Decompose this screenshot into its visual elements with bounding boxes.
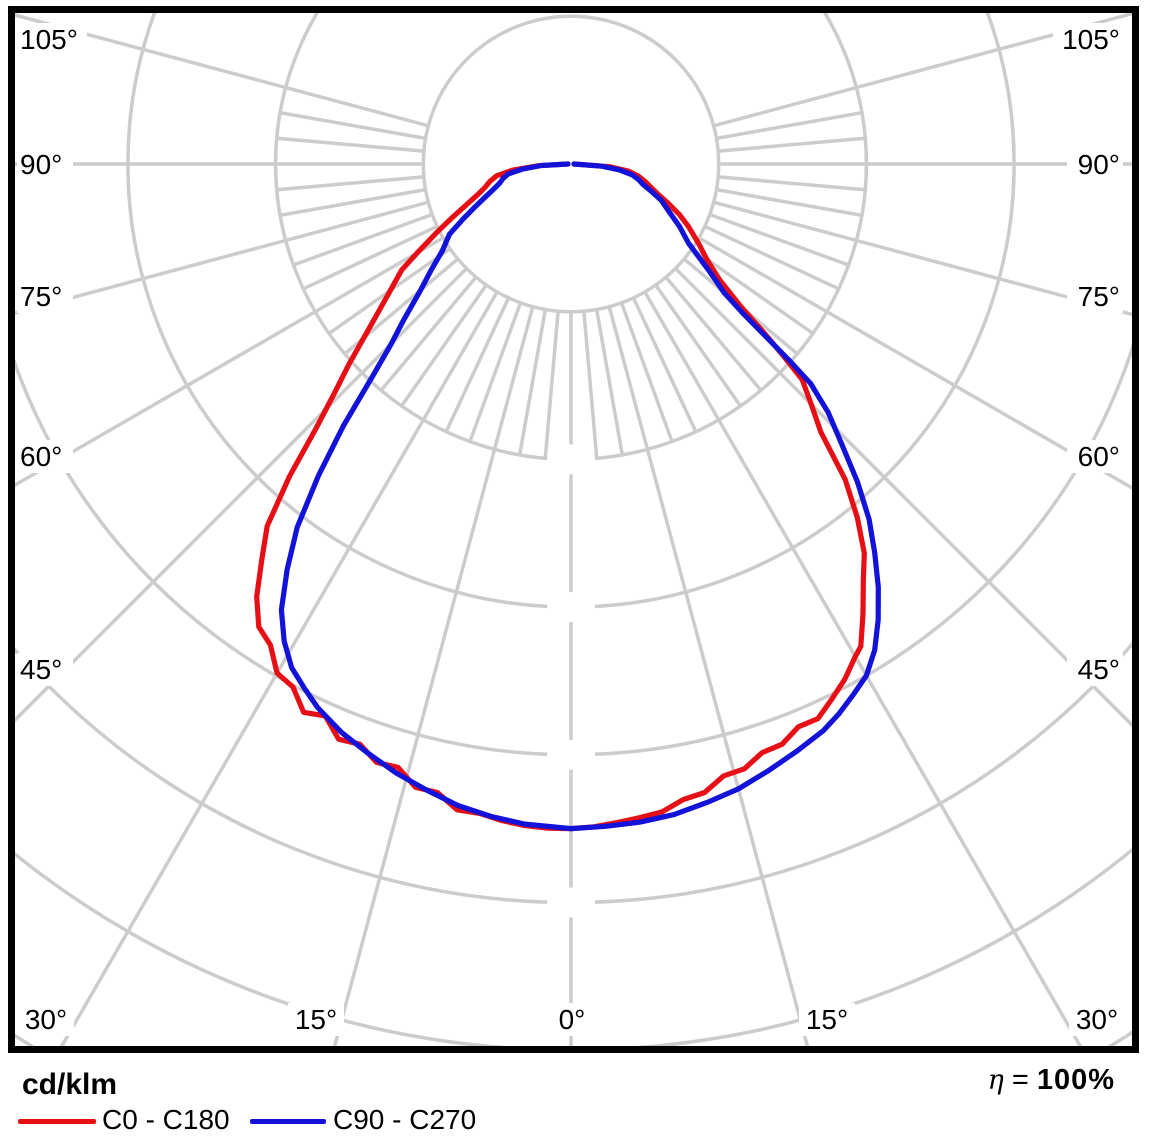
angle-label: 45° [20, 654, 62, 685]
grid-ray-minor [279, 187, 426, 218]
angle-label: 15° [806, 1004, 848, 1035]
grid-ray-minor [400, 283, 488, 407]
grid-ray-minor [690, 247, 814, 335]
grid-ray-major [57, 291, 499, 1050]
angle-label: 30° [25, 1004, 67, 1035]
legend-label-c90-c270: C90 - C270 [333, 1104, 477, 1135]
angle-label: 75° [20, 281, 62, 312]
curve-c0-c180 [254, 161, 867, 832]
grid-ray-major [607, 306, 811, 1050]
angle-label: 45° [1078, 654, 1120, 685]
grid-ray-minor [543, 310, 560, 459]
angle-label-chip [1067, 440, 1123, 473]
angle-label-chip [18, 1003, 74, 1036]
angle-label: 75° [1078, 281, 1120, 312]
grid-ray-minor [631, 297, 698, 433]
efficiency-readout: η = 100% [940, 1064, 1115, 1097]
plot-border [8, 6, 1139, 1053]
angle-label-chip [1067, 653, 1123, 686]
legend-label-c0-c180: C0 - C180 [102, 1104, 230, 1135]
grid-ray-major [713, 13, 1136, 128]
grid-ray-major [15, 13, 429, 128]
angle-label: 0° [559, 1004, 586, 1035]
grid-ray-minor [619, 302, 674, 443]
grid-ray-minor [468, 302, 523, 443]
angle-label-chip [17, 280, 73, 313]
grid-ray-minor [716, 187, 863, 218]
grid-ray-minor [709, 212, 850, 267]
grid-ray-minor [717, 175, 866, 192]
legend-swatch-c0-c180 [18, 1119, 96, 1124]
grid-ring [15, 331, 1136, 757]
ring-label-chip [547, 592, 595, 623]
grid-ray-minor [704, 224, 840, 291]
angle-label-chip [1069, 1003, 1125, 1036]
angle-label-chip [17, 148, 73, 181]
eta-value: 100% [1036, 1064, 1115, 1096]
ring-label-chip [547, 739, 595, 770]
angle-label-chip [17, 440, 73, 473]
angle-label-chip [1053, 23, 1123, 56]
grid-ray-major [15, 267, 468, 723]
angle-label: 60° [20, 441, 62, 472]
ring-label-chip [547, 444, 595, 475]
angle-labels: 105° 90° 75° 60° 45° 105° 90° 75° 60° 45° 30° 15° 0°… [17, 23, 1125, 1036]
grid-ray-minor [292, 212, 433, 267]
angle-label: 105° [20, 24, 78, 55]
polar-chart-canvas: 105° 90° 75° 60° 45° 105° 90° 75° 60° 45° 30° 15° 0°… [8, 6, 1139, 1053]
unit-label: cd/klm [22, 1068, 118, 1101]
angle-label-chip [552, 1003, 592, 1036]
ring-label-chips [547, 444, 595, 918]
grid-ray-minor [654, 283, 742, 407]
angle-label: 90° [20, 149, 62, 180]
grid-ray-minor [582, 310, 599, 459]
eta-symbol: η [987, 1065, 1004, 1096]
angle-label: 105° [1062, 24, 1120, 55]
grid-ray-minor [717, 136, 866, 153]
angle-label-chip [1067, 280, 1123, 313]
angle-label-chip [288, 1003, 344, 1036]
legend-swatch-c90-c270 [250, 1119, 326, 1124]
grid-ray-minor [517, 309, 548, 456]
grid-ray-major [713, 200, 1136, 318]
grid-ray-minor [279, 110, 426, 141]
grid-ray-minor [716, 110, 863, 141]
grid-ray-minor [276, 136, 425, 153]
grid-ray-minor [664, 276, 763, 392]
angle-label: 90° [1078, 149, 1120, 180]
grid-ring [421, 14, 721, 314]
eta-equals: = [1011, 1064, 1029, 1096]
angle-label: 60° [1078, 441, 1120, 472]
grid-ray-minor [302, 224, 438, 291]
angle-label-chip [1067, 148, 1123, 181]
curve-c90-c270 [278, 161, 881, 832]
grid-ray-major [15, 236, 444, 488]
ring-label-chip [547, 887, 595, 918]
grid-ray-minor [379, 276, 478, 392]
angle-label: 15° [295, 1004, 337, 1035]
angle-label-chip [17, 653, 73, 686]
grid-ray-major [331, 306, 535, 1050]
angle-label-chip [799, 1003, 855, 1036]
angle-label: 30° [1076, 1004, 1118, 1035]
grid-ray-major [15, 200, 429, 315]
grid-ray-major [698, 236, 1136, 492]
grid-ray-minor [444, 297, 511, 433]
grid-ray-minor [276, 175, 425, 192]
grid-ray-minor [594, 309, 625, 456]
angle-label-chip [17, 23, 87, 56]
grid-ray-major [643, 291, 1085, 1050]
